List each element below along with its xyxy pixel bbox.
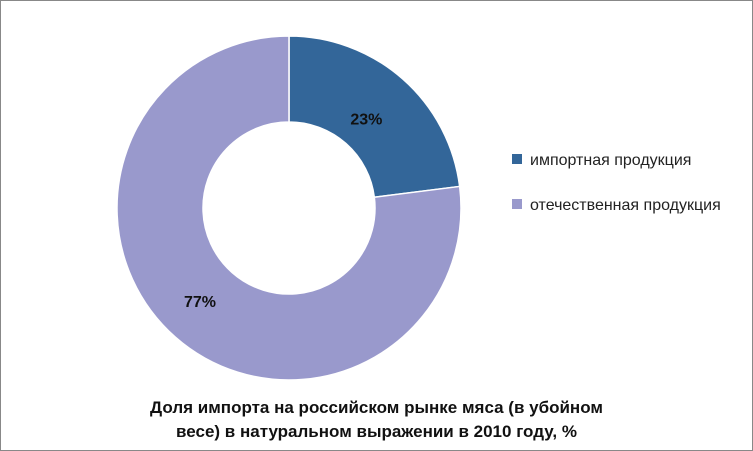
- legend-item-domestic: отечественная продукция: [512, 193, 737, 218]
- legend-item-import: импортная продукция: [512, 148, 737, 173]
- chart-title-line-1: Доля импорта на российском рынке мяса (в…: [150, 398, 603, 417]
- legend-swatch-import: [512, 154, 522, 164]
- legend-swatch-domestic: [512, 199, 522, 209]
- data-label-import: 23%: [350, 111, 382, 128]
- legend-label-import: импортная продукция: [530, 152, 692, 169]
- data-label-domestic: 77%: [184, 294, 216, 311]
- donut-slice-domestic: [116, 35, 462, 381]
- chart-title-line-2: весе) в натуральном выражении в 2010 год…: [176, 422, 577, 441]
- chart-legend: импортная продукция отечественная продук…: [512, 148, 737, 218]
- chart-title: Доля импорта на российском рынке мяса (в…: [60, 396, 693, 444]
- donut-slice-import: [288, 35, 461, 199]
- legend-label-domestic: отечественная продукция: [530, 197, 721, 214]
